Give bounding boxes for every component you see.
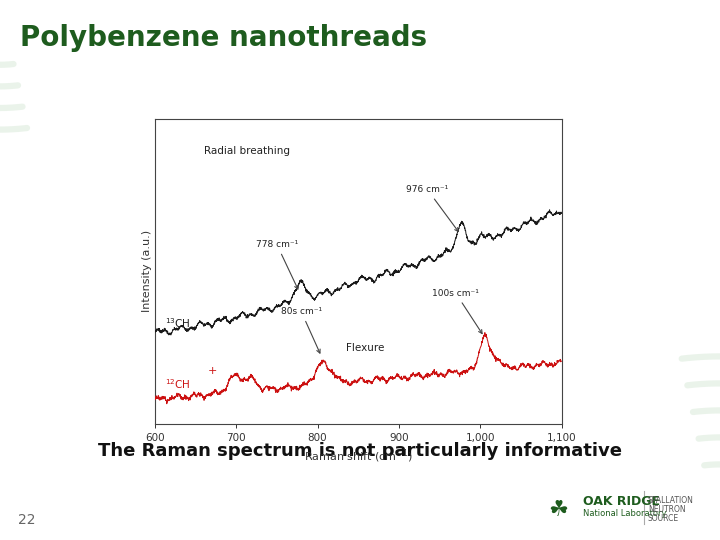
Text: OAK RIDGE: OAK RIDGE	[583, 495, 660, 508]
Text: 100s cm⁻¹: 100s cm⁻¹	[433, 289, 482, 334]
Text: ☘: ☘	[548, 500, 568, 521]
Text: National Laboratory: National Laboratory	[583, 509, 667, 517]
Text: 778 cm⁻¹: 778 cm⁻¹	[256, 240, 298, 289]
Text: The Raman spectrum is not particularly informative: The Raman spectrum is not particularly i…	[98, 442, 622, 460]
Text: $^{12}$CH: $^{12}$CH	[165, 377, 190, 391]
X-axis label: Raman shift (cm$^{-1}$): Raman shift (cm$^{-1}$)	[304, 447, 413, 465]
Text: Flexure: Flexure	[346, 342, 384, 353]
Y-axis label: Intensity (a.u.): Intensity (a.u.)	[142, 230, 152, 313]
Text: 976 cm⁻¹: 976 cm⁻¹	[406, 185, 459, 232]
Text: 80s cm⁻¹: 80s cm⁻¹	[281, 307, 322, 353]
Text: 22: 22	[18, 512, 35, 526]
Text: Polybenzene nanothreads: Polybenzene nanothreads	[20, 24, 427, 52]
Text: Radial breathing: Radial breathing	[204, 146, 289, 156]
Text: NEUTRON: NEUTRON	[648, 505, 685, 514]
Text: +: +	[207, 366, 217, 375]
Text: $^{13}$CH: $^{13}$CH	[165, 316, 190, 330]
Text: SPALLATION: SPALLATION	[648, 496, 694, 504]
Text: SOURCE: SOURCE	[648, 514, 679, 523]
